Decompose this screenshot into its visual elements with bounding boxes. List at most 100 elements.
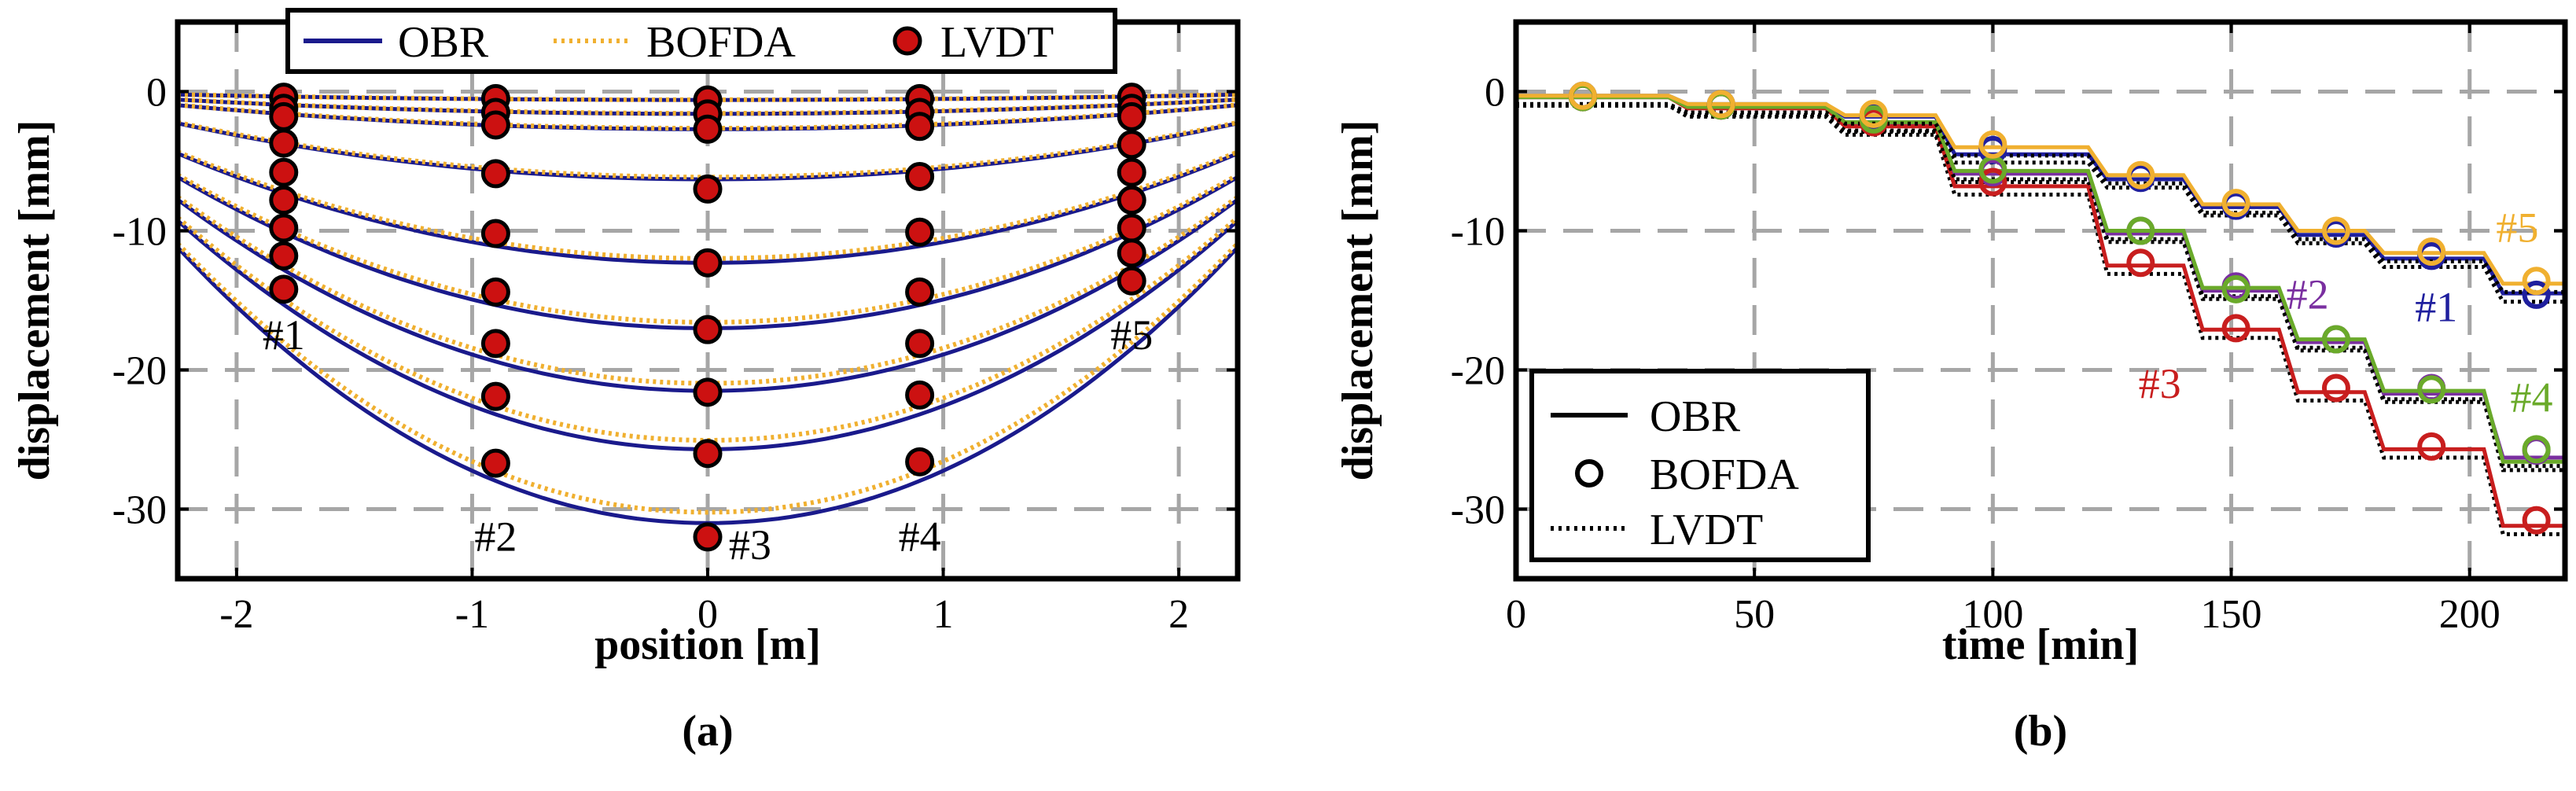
panel-a-x-tick-label: 0 [697,592,718,637]
panel-b-y-tick-label: -20 [1451,349,1505,394]
panel-a-x-axis-label: position [m] [594,620,821,669]
legend-b-bofda-label: BOFDA [1650,451,1799,499]
bofda-point-#5 [2126,160,2155,189]
lvdt-point [693,522,723,552]
bofda-point-#3 [2522,506,2551,535]
panel-b-legend: OBR BOFDA LVDT [1529,369,1871,562]
bofda-point-#5 [2221,189,2250,218]
panel-b-axes-frame [1513,19,2568,582]
panel-b-annotations: #1 #2 #3 #4 #5 [2139,204,2553,421]
panel-a-y-tick-label: -20 [112,349,167,394]
panel-a-plot-area [175,83,1240,552]
legend-lvdt-label: LVDT [940,18,1054,67]
lvdt-point [269,101,299,131]
panel-a: #1 #2 #3 #4 #5 -2 -1 0 1 20-10-20-30 positio… [10,8,1241,756]
lvdt-point [905,112,935,142]
legend-obr-label: OBR [398,18,489,67]
lvdt-point [693,248,723,278]
lvdt-point [1117,186,1146,215]
bofda-point-#4 [2321,325,2350,354]
panel-a-x-tick-label: 1 [933,592,954,637]
obr-line-#5 [1516,94,2565,286]
lvdt-point [693,114,723,144]
bofda-point-#5 [1978,130,2007,159]
legend-b-lvdt-label: LVDT [1650,506,1763,554]
lvdt-point [1117,213,1146,243]
annotation-sensor-5: #5 [1110,311,1153,359]
panel-b-x-tick-label: 150 [2201,592,2262,637]
lvdt-point [905,380,935,410]
panel-a-label: (a) [682,707,733,756]
lvdt-point [693,377,723,407]
bofda-point-#4 [2221,274,2250,304]
annotation-series-1: #1 [2415,284,2457,331]
bofda-line-7 [176,195,1239,386]
lvdt-point [905,329,935,359]
panel-b-plot-area [1516,81,2565,536]
lvdt-point [693,174,723,204]
bofda-point-#4 [2417,375,2446,404]
panel-b-label: (b) [2014,707,2067,756]
bofda-point-#5 [2522,267,2551,296]
lvdt-point [905,277,935,307]
panel-a-x-tick-label: -1 [455,592,489,637]
obr-line-#4 [1516,95,2565,464]
panel-b-legend-box [1529,369,1871,562]
lvdt-point [480,110,510,140]
lvdt-point [480,329,510,359]
bofda-point-#4 [2522,435,2551,464]
lvdt-point [1117,130,1146,160]
annotation-sensor-1: #1 [263,311,305,359]
lvdt-point [1117,101,1146,131]
lvdt-point [269,274,299,304]
panel-b-y-tick-label: -10 [1451,210,1505,255]
annotation-sensor-4: #4 [899,513,941,561]
lvdt-point [480,219,510,248]
lvdt-point [905,217,935,247]
legend-lvdt-swatch [892,26,922,56]
lvdt-point [1117,157,1146,187]
bofda-point-#3 [2126,248,2155,278]
panel-b-y-tick-label: 0 [1485,71,1505,116]
lvdt-point [480,159,510,189]
panel-b-y-tick-label: -30 [1451,488,1505,533]
legend-b-obr-label: OBR [1650,392,1741,441]
bofda-point-#5 [2321,216,2350,245]
bofda-point-#5 [1568,81,1597,110]
panel-a-legend-box [285,8,1117,74]
panel-b-x-tick-label: 100 [1962,592,2023,637]
panel-b-grid [1514,22,2565,579]
panel-b: #1 #2 #3 #4 #5 0 50 100 150 200 0 -10 -20 -30 ti… [1334,19,2568,756]
panel-a-y-tick-label: -10 [112,210,167,255]
panel-b-x-tick-label: 200 [2439,592,2501,637]
panel-b-x-tick-label: 50 [1734,592,1775,637]
panel-a-y-axis-label: displacement [mm] [10,120,59,481]
panel-b-ticks: 0 50 100 150 200 0 -10 -20 -30 [1451,22,2565,637]
annotation-series-4: #4 [2511,374,2553,421]
lvdt-line-#5 [1516,101,2565,294]
lvdt-point [269,157,299,187]
lvdt-point [269,241,299,270]
lvdt-point [269,128,299,158]
bofda-point-#4 [2126,216,2155,245]
lvdt-point [1117,266,1146,296]
annotation-series-5: #5 [2496,204,2538,252]
lvdt-point [269,186,299,215]
lvdt-point [480,381,510,411]
annotation-series-2: #2 [2287,271,2329,318]
lvdt-point [693,315,723,344]
panel-a-legend: OBR BOFDA LVDT [285,8,1117,74]
bofda-point-#3 [1978,167,2007,197]
panel-a-x-tick-label: -2 [219,592,253,637]
panel-a-annotations: #1 #2 #3 #4 #5 [263,311,1153,568]
annotation-sensor-2: #2 [474,513,517,561]
bofda-point-#3 [2417,432,2446,461]
panel-b-y-axis-label: displacement [mm] [1334,120,1382,481]
panel-a-y-tick-label: -30 [112,488,167,533]
panel-a-y-tick-label: 0 [146,71,167,116]
bofda-point-#5 [1706,90,1735,119]
annotation-series-3: #3 [2139,360,2181,407]
legend-bofda-label: BOFDA [646,18,796,67]
bofda-point-#5 [2417,237,2446,267]
